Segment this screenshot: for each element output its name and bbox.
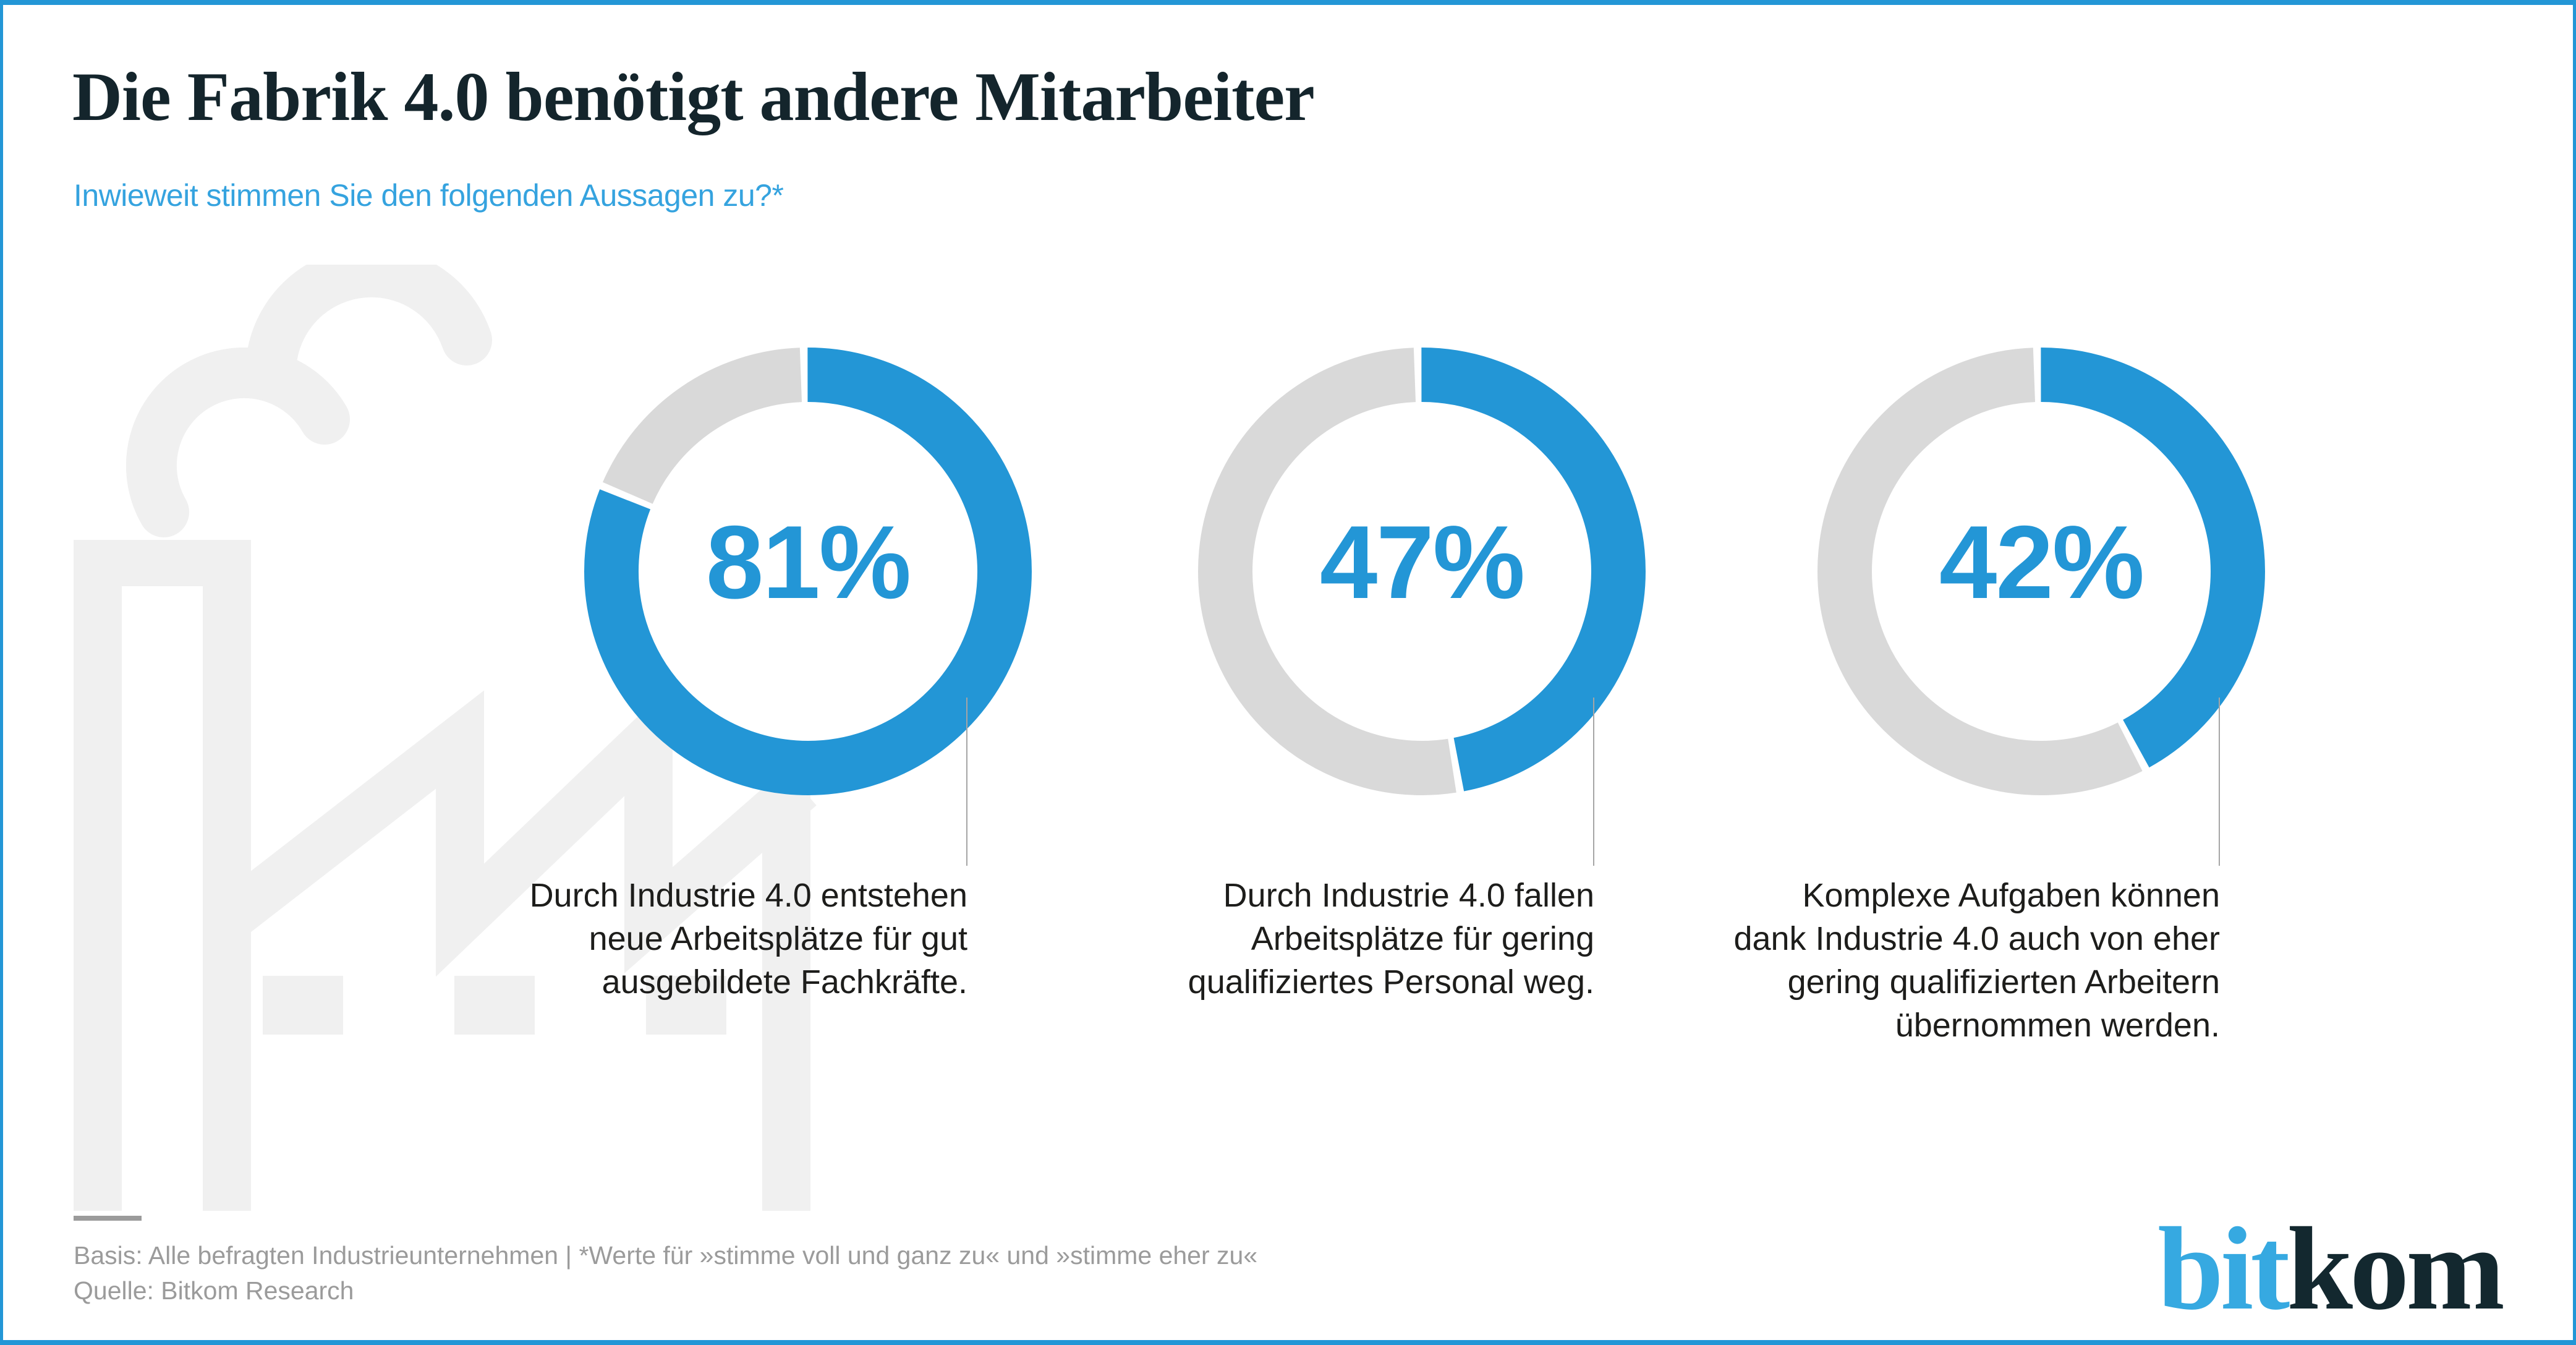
chimney-left-edge [74,540,122,1211]
donut-figure: 47% Durch Industrie 4.0 fallen Arbeitspl… [1113,339,1731,1081]
smoke-puff-large-icon [247,265,492,382]
donut-figure: 42% Komplexe Aufgaben können dank Indust… [1732,339,2350,1081]
logo-bit-text: bit [2157,1203,2290,1334]
donut-value-arc [1198,348,1646,795]
logo-kom-text: kom [2287,1203,2505,1334]
donut-percent-label: 81% [705,503,911,620]
footer-basis-note: Basis: Alle befragten Industrieunternehm… [74,1241,1258,1270]
donut-chart [1198,348,1646,795]
page-subtitle: Inwieweit stimmen Sie den folgenden Auss… [74,178,784,213]
donut-value-arc [1817,348,2265,795]
smoke-puff-small-icon [125,347,350,537]
factory-window [454,976,535,1035]
donut-track-arc [1817,348,2265,795]
page-title: Die Fabrik 4.0 benötigt andere Mitarbeit… [72,59,1315,135]
donut-percent-label: 47% [1319,503,1525,620]
connector-line [966,698,967,866]
donut-chart [584,348,1032,795]
donut-caption: Durch Industrie 4.0 entstehen neue Arbei… [529,877,967,1001]
donut-track-arc [1198,348,1646,795]
donut-percent-label: 42% [1939,503,2145,620]
footer-source-note: Quelle: Bitkom Research [74,1276,354,1305]
factory-icon [74,265,817,1211]
sawtooth-roof [212,683,817,977]
footer-divider [74,1216,142,1221]
connector-line [1593,698,1594,866]
donut-value-arc [584,348,1032,795]
connector-line [2219,698,2220,866]
factory-left-wall [203,540,251,1211]
donut-figure: 81% Durch Industrie 4.0 entstehen neue A… [499,339,1117,1081]
donut-caption: Komplexe Aufgaben können dank Industrie … [1733,877,2220,1044]
factory-window [646,976,726,1035]
donut-chart [1817,348,2265,795]
donut-caption: Durch Industrie 4.0 fallen Arbeitsplätze… [1188,877,1594,1001]
bitkom-logo: bitkom [2157,1210,2505,1328]
factory-window [263,976,343,1035]
